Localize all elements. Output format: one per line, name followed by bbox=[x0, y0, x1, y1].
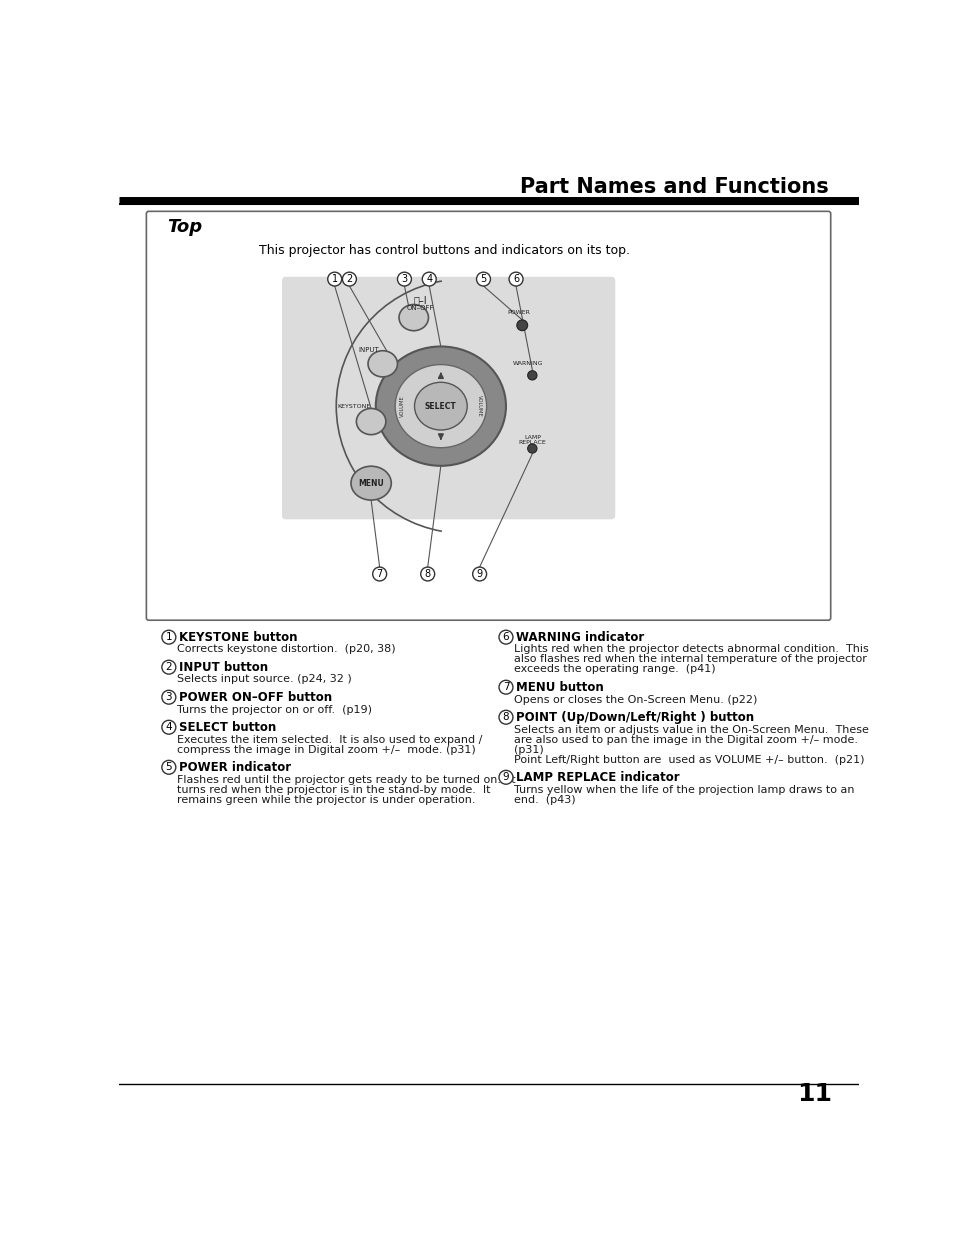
Text: compress the image in Digital zoom +/–  mode. (p31): compress the image in Digital zoom +/– m… bbox=[177, 745, 476, 755]
Text: 2: 2 bbox=[166, 662, 172, 672]
Text: 3: 3 bbox=[401, 274, 407, 284]
Text: Top: Top bbox=[167, 217, 202, 236]
Text: Turns the projector on or off.  (p19): Turns the projector on or off. (p19) bbox=[177, 704, 372, 715]
Circle shape bbox=[422, 272, 436, 287]
Text: WARNING: WARNING bbox=[513, 362, 543, 367]
Circle shape bbox=[498, 680, 513, 694]
Text: Lights red when the projector detects abnormal condition.  This: Lights red when the projector detects ab… bbox=[514, 645, 868, 655]
Text: 7: 7 bbox=[502, 682, 509, 692]
Circle shape bbox=[420, 567, 435, 580]
Text: 8: 8 bbox=[502, 713, 509, 722]
Circle shape bbox=[373, 567, 386, 580]
Text: VOLUME: VOLUME bbox=[399, 395, 404, 417]
Ellipse shape bbox=[368, 351, 397, 377]
Text: KEYSTONE button: KEYSTONE button bbox=[179, 631, 297, 643]
Text: 4: 4 bbox=[166, 722, 172, 732]
Ellipse shape bbox=[356, 409, 385, 435]
Circle shape bbox=[498, 630, 513, 645]
Text: MENU button: MENU button bbox=[516, 680, 603, 694]
Text: Turns yellow when the life of the projection lamp draws to an: Turns yellow when the life of the projec… bbox=[514, 784, 854, 794]
Text: Part Names and Functions: Part Names and Functions bbox=[519, 177, 827, 196]
Text: This projector has control buttons and indicators on its top.: This projector has control buttons and i… bbox=[259, 245, 630, 257]
Ellipse shape bbox=[398, 305, 428, 331]
Text: Opens or closes the On-Screen Menu. (p22): Opens or closes the On-Screen Menu. (p22… bbox=[514, 694, 757, 704]
Circle shape bbox=[472, 567, 486, 580]
Circle shape bbox=[162, 720, 175, 734]
Text: LAMP: LAMP bbox=[523, 435, 540, 440]
Text: (p31): (p31) bbox=[514, 745, 543, 755]
Circle shape bbox=[527, 370, 537, 380]
Text: REPLACE: REPLACE bbox=[517, 440, 546, 445]
Text: POWER ON–OFF button: POWER ON–OFF button bbox=[179, 690, 332, 704]
Circle shape bbox=[162, 630, 175, 645]
Text: WARNING indicator: WARNING indicator bbox=[516, 631, 643, 643]
Text: 1: 1 bbox=[166, 632, 172, 642]
Text: Selects an item or adjusts value in the On-Screen Menu.  These: Selects an item or adjusts value in the … bbox=[514, 725, 868, 735]
Text: POINT (Up/Down/Left/Right ) button: POINT (Up/Down/Left/Right ) button bbox=[516, 710, 754, 724]
Text: INPUT: INPUT bbox=[358, 347, 378, 353]
Ellipse shape bbox=[351, 466, 391, 500]
Text: LAMP REPLACE indicator: LAMP REPLACE indicator bbox=[516, 771, 679, 784]
Ellipse shape bbox=[415, 383, 467, 430]
Text: Selects input source. (p24, 32 ): Selects input source. (p24, 32 ) bbox=[177, 674, 352, 684]
Ellipse shape bbox=[375, 347, 505, 466]
Text: 5: 5 bbox=[166, 762, 172, 772]
Text: Corrects keystone distortion.  (p20, 38): Corrects keystone distortion. (p20, 38) bbox=[177, 645, 395, 655]
Circle shape bbox=[517, 320, 527, 331]
Circle shape bbox=[328, 272, 341, 287]
Ellipse shape bbox=[395, 364, 486, 448]
Text: ON–OFF: ON–OFF bbox=[406, 305, 434, 310]
Text: also flashes red when the internal temperature of the projector: also flashes red when the internal tempe… bbox=[514, 655, 866, 664]
Text: VOLUME: VOLUME bbox=[476, 395, 481, 417]
Text: ⏻–I: ⏻–I bbox=[413, 295, 426, 305]
Circle shape bbox=[476, 272, 490, 287]
Circle shape bbox=[509, 272, 522, 287]
Text: 2: 2 bbox=[346, 274, 353, 284]
Text: remains green while the projector is under operation.: remains green while the projector is und… bbox=[177, 794, 476, 805]
Circle shape bbox=[498, 710, 513, 724]
Circle shape bbox=[498, 771, 513, 784]
Text: INPUT button: INPUT button bbox=[179, 661, 268, 673]
Text: turns red when the projector is in the stand-by mode.  It: turns red when the projector is in the s… bbox=[177, 784, 491, 794]
Circle shape bbox=[527, 443, 537, 453]
Circle shape bbox=[162, 761, 175, 774]
Text: 3: 3 bbox=[166, 692, 172, 703]
FancyBboxPatch shape bbox=[282, 277, 615, 520]
Text: 6: 6 bbox=[502, 632, 509, 642]
Text: 7: 7 bbox=[376, 569, 382, 579]
Text: SELECT: SELECT bbox=[424, 401, 456, 411]
Circle shape bbox=[342, 272, 356, 287]
Text: 11: 11 bbox=[797, 1082, 831, 1105]
Text: 8: 8 bbox=[424, 569, 431, 579]
Text: Executes the item selected.  It is also used to expand /: Executes the item selected. It is also u… bbox=[177, 735, 482, 745]
Text: KEYSTONE: KEYSTONE bbox=[337, 404, 371, 409]
Text: MENU: MENU bbox=[358, 479, 384, 488]
Text: SELECT button: SELECT button bbox=[179, 721, 275, 734]
Text: Point Left/Right button are  used as VOLUME +/– button.  (p21): Point Left/Right button are used as VOLU… bbox=[514, 755, 864, 764]
Text: end.  (p43): end. (p43) bbox=[514, 794, 576, 805]
Text: 5: 5 bbox=[480, 274, 486, 284]
Text: Flashes red until the projector gets ready to be turned on.  It: Flashes red until the projector gets rea… bbox=[177, 774, 516, 784]
Circle shape bbox=[397, 272, 411, 287]
FancyBboxPatch shape bbox=[146, 211, 830, 620]
Text: 1: 1 bbox=[332, 274, 337, 284]
Text: POWER indicator: POWER indicator bbox=[179, 761, 291, 774]
Text: 4: 4 bbox=[426, 274, 432, 284]
Text: 6: 6 bbox=[513, 274, 518, 284]
Circle shape bbox=[162, 661, 175, 674]
Text: are also used to pan the image in the Digital zoom +/– mode.: are also used to pan the image in the Di… bbox=[514, 735, 858, 745]
Text: POWER: POWER bbox=[507, 310, 530, 315]
Text: 9: 9 bbox=[476, 569, 482, 579]
Circle shape bbox=[162, 690, 175, 704]
Text: 9: 9 bbox=[502, 772, 509, 782]
Text: exceeds the operating range.  (p41): exceeds the operating range. (p41) bbox=[514, 664, 716, 674]
